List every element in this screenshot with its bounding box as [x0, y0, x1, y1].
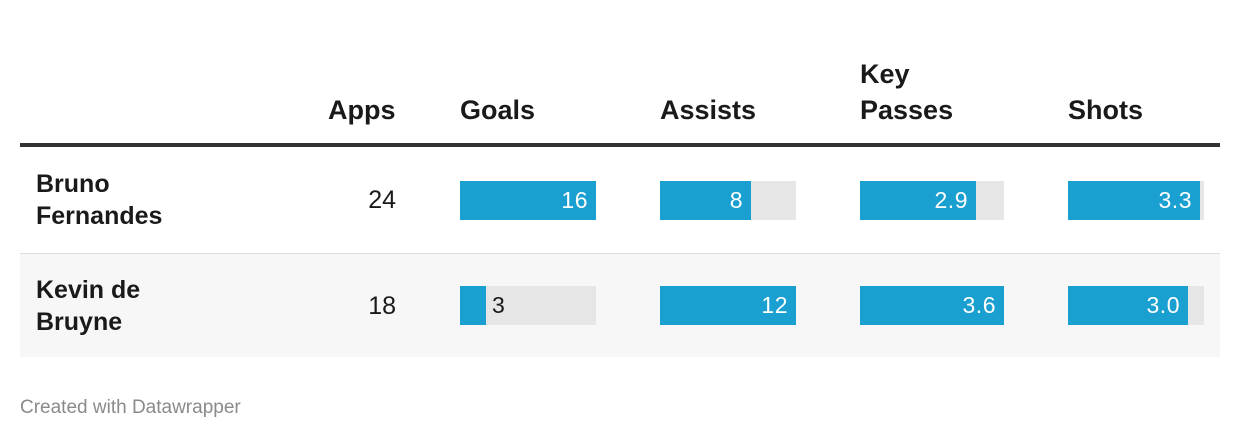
player-name: Kevin de Bruyne: [36, 276, 141, 336]
goals-bar: [460, 181, 596, 220]
shots-value-label: 3.3: [1158, 187, 1192, 213]
shots-bar: [1068, 286, 1188, 325]
assists-value-label: 8: [729, 187, 743, 213]
player-name: Bruno Fernandes: [36, 170, 163, 230]
key-passes-bar-track: 2.9: [860, 181, 1004, 220]
row-divider: [20, 253, 1220, 254]
goals-bar-track: 16: [460, 181, 596, 220]
column-header-assists: Assists: [660, 95, 757, 125]
key-passes-value-label: 3.6: [962, 292, 996, 318]
key-passes-bar: [860, 181, 976, 220]
key-passes-value-label: 2.9: [934, 187, 968, 213]
goals-value-label: 16: [561, 187, 588, 213]
goals-bar-track: 3: [460, 286, 596, 325]
column-header-goals: Goals: [460, 95, 536, 125]
goals-bar: [460, 286, 486, 325]
apps-value: 24: [368, 186, 396, 214]
key-passes-bar-track: 3.6: [860, 286, 1004, 325]
shots-bar: [1068, 181, 1200, 220]
shots-bar-track: 3.0: [1068, 286, 1204, 325]
goals-value-label: 3: [492, 292, 506, 318]
assists-value-label: 12: [761, 292, 788, 318]
assists-bar: [660, 286, 796, 325]
assists-bar-track: 8: [660, 181, 796, 220]
key-passes-bar: [860, 286, 1004, 325]
footer-credit: Created with Datawrapper: [20, 397, 241, 418]
assists-bar: [660, 181, 751, 220]
shots-value-label: 3.0: [1146, 292, 1180, 318]
column-header-apps: Apps: [328, 95, 396, 125]
shots-bar-track: 3.3: [1068, 181, 1204, 220]
column-header-key-passes: Key Passes: [860, 59, 954, 125]
column-header-shots: Shots: [1068, 95, 1144, 125]
header-rule: [20, 143, 1220, 147]
assists-bar-track: 12: [660, 286, 796, 325]
table-row: [20, 147, 1220, 253]
table-row: [20, 254, 1220, 357]
apps-value: 18: [368, 292, 396, 320]
